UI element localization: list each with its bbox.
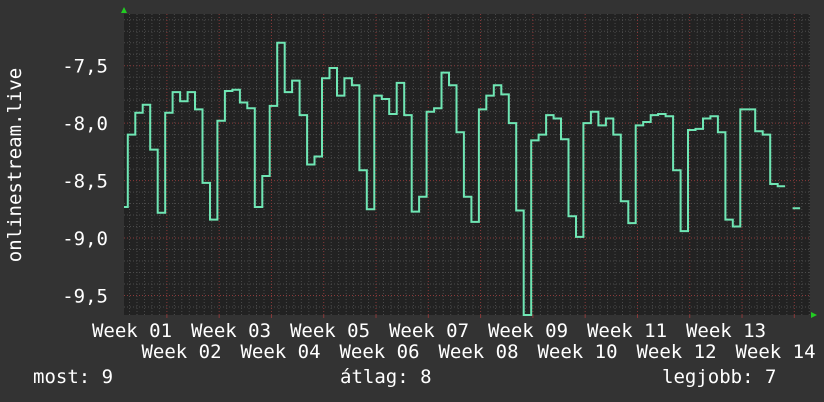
footer-average: átlag: 8 — [340, 366, 432, 388]
plot-area — [124, 14, 810, 315]
x-tick-label: Week 01 — [92, 320, 172, 342]
y-axis-arrow-icon — [121, 7, 127, 13]
y-tick-label: -9,0 — [62, 228, 108, 250]
series-line — [124, 41, 801, 316]
x-tick-label: Week 03 — [191, 320, 271, 342]
x-tick-label: Week 06 — [339, 341, 419, 363]
x-axis-arrow-icon — [811, 312, 817, 318]
y-tick-label: -7,5 — [62, 56, 108, 78]
x-tick-label: Week 13 — [686, 320, 766, 342]
x-tick-label: Week 07 — [389, 320, 469, 342]
footer-current: most: 9 — [33, 366, 114, 388]
y-tick-label: -8,5 — [62, 171, 108, 193]
y-tick-label: -9,5 — [62, 285, 108, 307]
x-tick-label: Week 14 — [735, 341, 815, 363]
x-tick-label: Week 11 — [587, 320, 667, 342]
x-tick-label: Week 05 — [290, 320, 370, 342]
x-tick-label: Week 12 — [636, 341, 716, 363]
y-axis-label: onlinestream.live — [4, 68, 26, 262]
x-tick-label: Week 09 — [488, 320, 568, 342]
y-tick-label: -8,0 — [62, 113, 108, 135]
x-tick-label: Week 10 — [537, 341, 617, 363]
x-tick-label: Week 08 — [438, 341, 518, 363]
x-tick-label: Week 02 — [141, 341, 221, 363]
series-group — [124, 41, 801, 316]
footer-best: legjobb: 7 — [662, 366, 777, 388]
x-tick-label: Week 04 — [240, 341, 320, 363]
